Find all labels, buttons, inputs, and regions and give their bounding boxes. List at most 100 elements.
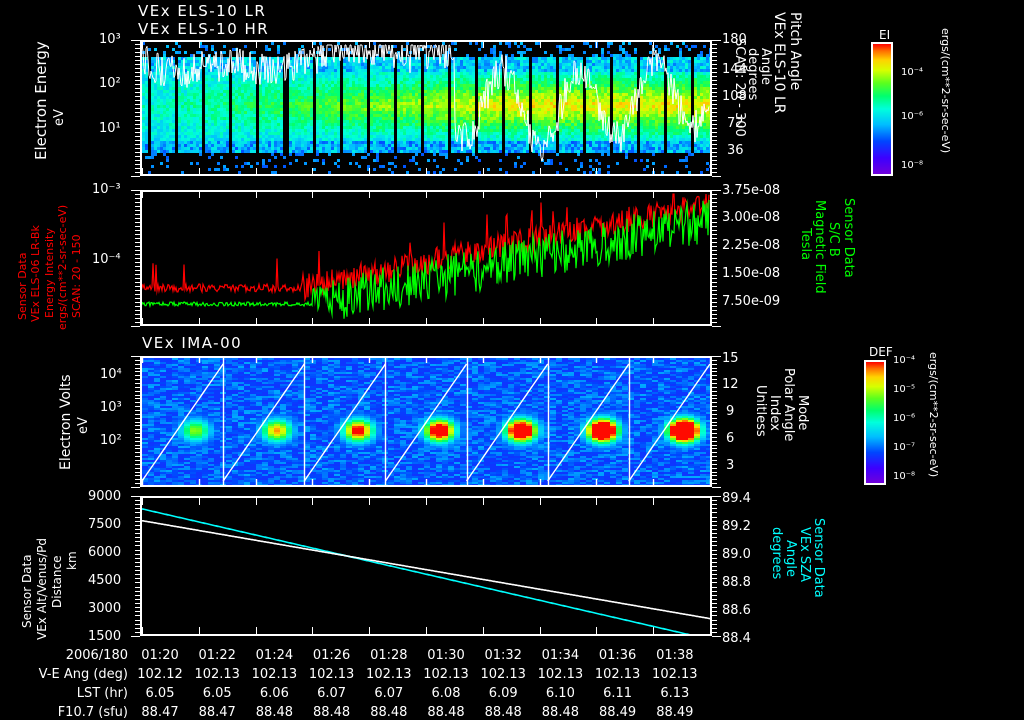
bottom-time-label: 01:22 (198, 648, 236, 663)
bottom-value-cell: 88.48 (427, 705, 465, 720)
axis-tick (135, 112, 140, 113)
axis-tick (135, 314, 140, 315)
axis-tick (135, 302, 140, 303)
axis-tick (135, 529, 140, 530)
axis-tick (135, 48, 140, 49)
axis-tick (712, 258, 717, 259)
bottom-row-label: F10.7 (sfu) (57, 705, 128, 720)
axis-tick (712, 52, 717, 53)
panel1-rtick-2: 108 (722, 89, 747, 104)
panel1-plot-frame (140, 40, 712, 176)
axis-tick (135, 246, 140, 247)
axis-tick (712, 278, 717, 279)
colorbar-ei-tick-0: 10⁻⁴ (901, 67, 924, 78)
axis-tick (712, 250, 717, 251)
bottom-time-label: 01:32 (484, 648, 522, 663)
bottom-time-label: 01:36 (598, 648, 637, 663)
axis-tick (131, 326, 140, 327)
axis-tick (135, 525, 140, 526)
axis-tick (712, 218, 717, 219)
axis-tick (712, 40, 721, 41)
bottom-value-cell: 102.13 (652, 667, 698, 682)
panel3-right-axis-title-c: Index (767, 395, 782, 431)
axis-tick (135, 238, 140, 239)
bottom-value-cell: 102.13 (308, 667, 355, 682)
axis-tick (135, 116, 140, 117)
axis-tick (135, 429, 140, 430)
bottom-time-label: 01:24 (255, 648, 294, 663)
axis-tick (712, 360, 717, 361)
axis-tick (712, 322, 717, 323)
axis-tick (135, 517, 140, 518)
panel1-rtick-0: 180 (722, 32, 747, 47)
axis-tick (712, 562, 717, 563)
axis-tick (135, 234, 140, 235)
axis-tick (135, 160, 140, 161)
axis-tick (135, 395, 140, 396)
panel4-rtick-1: 89.2 (722, 519, 751, 534)
axis-tick (712, 525, 717, 526)
axis-tick (131, 190, 140, 191)
axis-tick (135, 479, 140, 480)
axis-tick (135, 445, 140, 446)
axis-tick (712, 464, 717, 465)
axis-tick (135, 402, 140, 403)
axis-tick (135, 570, 140, 571)
axis-tick (712, 124, 717, 125)
bottom-value-cell: 6.09 (488, 686, 518, 701)
panel1-rtick-4: 36 (727, 143, 744, 158)
axis-tick (135, 210, 140, 211)
axis-tick (135, 322, 140, 323)
axis-tick (712, 356, 721, 357)
panel4-right-axis-title-a: Sensor Data (811, 518, 826, 598)
bottom-value-cell: 88.48 (370, 705, 408, 720)
axis-tick (712, 120, 717, 121)
axis-tick (712, 429, 717, 430)
axis-tick (135, 76, 140, 77)
colorbar-def-units: ergs/(cm**2-sr-sec-eV) (927, 352, 940, 478)
axis-tick (135, 104, 140, 105)
colorbar-def-title: DEF (869, 345, 893, 359)
axis-tick (135, 468, 140, 469)
axis-tick (712, 266, 717, 267)
axis-tick (712, 56, 717, 57)
bottom-time-label: 01:38 (656, 648, 694, 663)
axis-tick (712, 500, 717, 501)
panel4-right-axis-title-b: VEx SZA (797, 527, 812, 582)
axis-tick (135, 152, 140, 153)
axis-tick (135, 172, 140, 173)
panel4-left-axis-title-b: VEx Alt/Venus/Pd (35, 537, 49, 640)
bottom-value-cell: 88.48 (484, 705, 522, 720)
axis-tick (712, 508, 717, 509)
axis-tick (712, 76, 717, 77)
axis-tick (712, 108, 717, 109)
axis-tick (712, 160, 717, 161)
colorbar-def (864, 360, 886, 485)
panel2-left-axis-title-d: ergs/(cm**2-sr-sec-eV) (56, 204, 69, 330)
bottom-value-cell: 88.48 (541, 705, 579, 720)
axis-tick (135, 364, 140, 365)
axis-tick (712, 504, 717, 505)
axis-tick (135, 521, 140, 522)
axis-tick (135, 266, 140, 267)
axis-tick (712, 529, 717, 530)
bottom-value-cell: 88.48 (255, 705, 293, 720)
panel4-left-axis-title-c: Distance (50, 555, 64, 608)
panel3-left-axis-title-a: Electron Volts (58, 374, 74, 470)
axis-tick (712, 68, 717, 69)
bottom-value-cell: 102.13 (423, 667, 469, 682)
panel4-ytick-2: 6000 (88, 545, 122, 560)
axis-tick (712, 615, 717, 616)
axis-tick (712, 210, 717, 211)
axis-tick (712, 441, 717, 442)
axis-tick (135, 68, 140, 69)
axis-tick (712, 452, 717, 453)
panel1-rtick-1: 144 (722, 62, 747, 77)
axis-tick (135, 72, 140, 73)
axis-tick (135, 120, 140, 121)
axis-tick (135, 464, 140, 465)
axis-tick (712, 383, 717, 384)
bottom-time-label: 01:30 (427, 648, 465, 663)
axis-tick (712, 290, 717, 291)
panel2-rtick-0: 3.75e-08 (722, 183, 781, 198)
